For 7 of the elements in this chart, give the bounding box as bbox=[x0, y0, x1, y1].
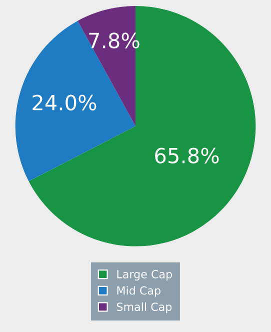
pie-slice bbox=[28, 6, 256, 246]
legend-label: Mid Cap bbox=[117, 286, 160, 297]
legend-label: Large Cap bbox=[117, 270, 172, 281]
data-label: 24.0% bbox=[32, 94, 96, 110]
data-label: 7.8% bbox=[89, 32, 140, 48]
legend-label: Small Cap bbox=[116, 302, 172, 314]
data-label: 65.8% bbox=[155, 148, 219, 164]
